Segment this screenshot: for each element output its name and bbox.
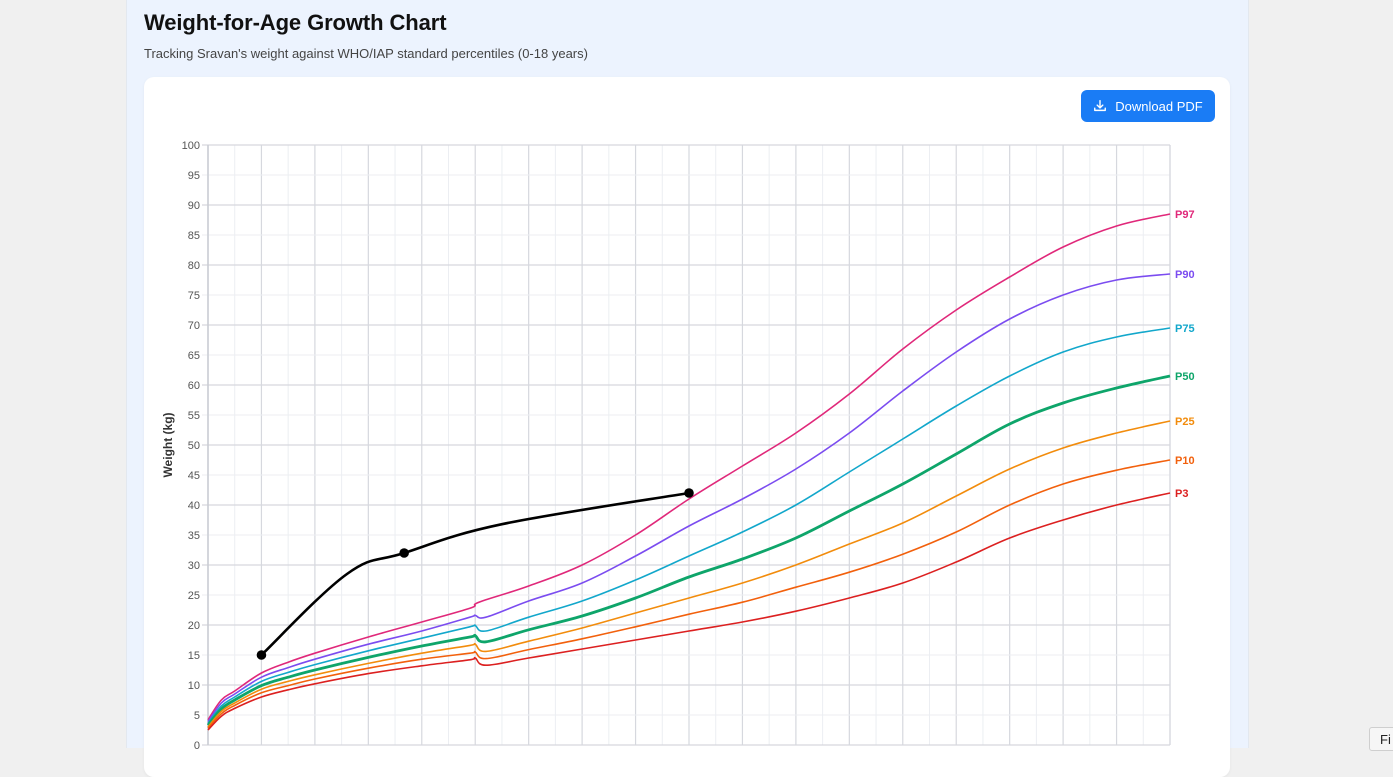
child-data-point[interactable] [399,548,409,558]
y-tick-label: 80 [188,260,200,272]
y-tick-label: 65 [188,350,200,362]
y-tick-label: 90 [188,200,200,212]
chart-grid [202,144,1171,746]
y-tick-label: 5 [194,710,200,722]
y-tick-label: 75 [188,290,200,302]
percentile-line-p25 [207,420,1171,728]
y-tick-label: 30 [188,560,200,572]
percentile-label-p50: P50 [1175,371,1195,383]
y-tick-label: 45 [188,470,200,482]
percentile-line-p90 [207,273,1171,723]
percentile-line-p10 [207,459,1171,729]
chart-card: Download PDF 0 5 10 15 20 25 30 35 40 45 50 55 60 65 7… [144,77,1230,777]
y-tick-label: 50 [188,440,200,452]
find-bar-tab[interactable]: Fi [1369,727,1393,751]
growth-chart: 0 5 10 15 20 25 30 35 40 45 50 55 60 65 70 75 80 85 90 95 10… [161,140,1195,752]
download-icon [1093,99,1107,113]
y-tick-label: 25 [188,590,200,602]
child-data-point[interactable] [684,488,694,498]
percentile-label-p75: P75 [1175,323,1195,335]
percentile-label-p90: P90 [1175,269,1195,281]
y-tick-label: 10 [188,680,200,692]
y-axis-title: Weight (kg) [161,412,175,477]
child-weight-series [256,488,694,660]
percentile-line-p50 [206,374,1171,727]
y-tick-label: 40 [188,500,200,512]
child-weight-line [260,491,690,656]
y-tick-label: 70 [188,320,200,332]
page-panel: Weight-for-Age Growth Chart Tracking Sra… [126,0,1249,777]
percentile-label-p3: P3 [1175,488,1188,500]
y-tick-label: 60 [188,380,200,392]
child-data-point[interactable] [256,650,267,660]
page-subtitle: Tracking Sravan's weight against WHO/IAP… [144,46,588,61]
download-pdf-button[interactable]: Download PDF [1081,90,1215,122]
percentile-line-p97 [207,213,1171,721]
y-tick-label: 0 [194,740,200,752]
y-tick-label: 20 [188,620,200,632]
download-pdf-label: Download PDF [1115,98,1203,114]
y-tick-label: 35 [188,530,200,542]
y-axis-ticks: 0 5 10 15 20 25 30 35 40 45 50 55 60 65 70 75 80 85 90 95 10… [182,140,200,752]
y-tick-label: 100 [182,140,200,152]
percentile-series: P97 P90 P75 P50 P25 P10 P3 [206,209,1195,731]
percentile-line-p3 [207,492,1171,731]
percentile-label-p97: P97 [1175,209,1195,221]
percentile-label-p25: P25 [1175,416,1195,428]
y-tick-label: 95 [188,170,200,182]
percentile-line-p75 [207,327,1171,724]
y-tick-label: 15 [188,650,200,662]
page-title: Weight-for-Age Growth Chart [144,10,447,35]
y-tick-label: 55 [188,410,200,422]
y-tick-label: 85 [188,230,200,242]
percentile-label-p10: P10 [1175,455,1195,467]
